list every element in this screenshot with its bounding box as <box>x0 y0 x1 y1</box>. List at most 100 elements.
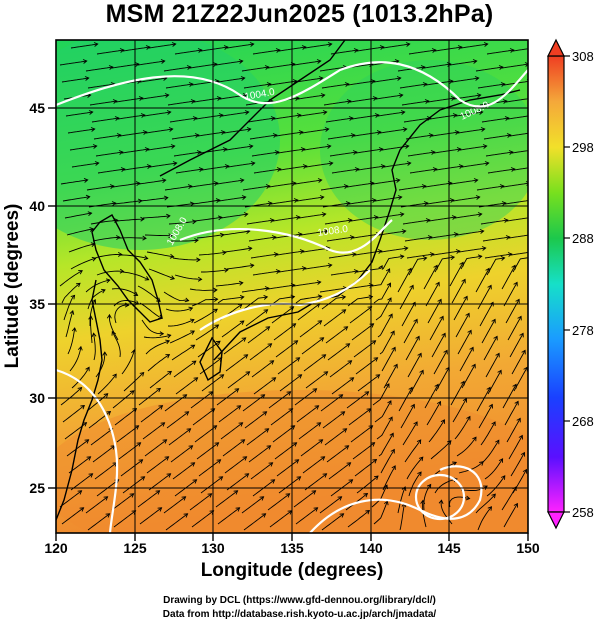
x-tick-label: 140 <box>359 540 383 556</box>
streamline-arrowhead <box>273 252 279 257</box>
streamline <box>249 343 272 361</box>
streamline <box>87 513 110 531</box>
streamline-arrowhead <box>420 65 426 70</box>
streamline <box>300 439 323 457</box>
streamline-arrowhead <box>119 268 125 274</box>
streamline <box>325 117 353 123</box>
streamline-arrowhead <box>484 161 490 166</box>
streamline <box>408 49 436 55</box>
streamline-arrowhead <box>171 42 177 47</box>
streamline <box>324 428 347 446</box>
streamline <box>226 473 249 491</box>
streamline-arrowhead <box>327 42 333 47</box>
streamline <box>296 196 324 202</box>
streamline <box>460 43 488 49</box>
streamline-arrowhead <box>275 269 281 274</box>
streamline-arrowhead <box>344 82 350 87</box>
streamline-arrowhead <box>234 388 240 393</box>
streamline <box>169 330 195 344</box>
streamline <box>345 284 373 290</box>
streamline <box>217 296 244 304</box>
streamline-arrowhead <box>170 144 176 149</box>
streamline-arrowhead <box>172 161 178 166</box>
streamline <box>87 83 115 89</box>
streamline <box>241 66 269 72</box>
streamline-arrowhead <box>101 288 106 294</box>
streamline <box>347 510 370 528</box>
streamline-arrowhead <box>300 147 306 152</box>
streamline <box>407 151 435 157</box>
streamline-arrowhead <box>536 46 540 50</box>
streamline-arrowhead <box>85 366 90 372</box>
streamline-arrowhead <box>346 99 352 104</box>
streamline-arrowhead <box>503 218 509 223</box>
streamline-arrowhead <box>370 442 376 447</box>
streamline-arrowhead <box>297 374 303 379</box>
streamline <box>141 94 169 100</box>
streamline <box>399 285 414 310</box>
streamline <box>326 236 354 242</box>
streamline <box>508 435 523 460</box>
streamline-arrowhead <box>341 309 347 314</box>
streamline-arrowhead <box>161 178 167 184</box>
streamline-arrowhead <box>472 436 477 442</box>
streamline <box>353 131 381 137</box>
streamline-arrowhead <box>243 212 249 217</box>
streamline-arrowhead <box>191 360 197 365</box>
streamline-arrowhead <box>372 96 378 101</box>
streamline <box>143 334 171 339</box>
streamline <box>347 296 373 307</box>
streamline-arrowhead <box>446 440 452 445</box>
streamline-arrowhead <box>215 198 221 203</box>
streamline <box>328 253 356 259</box>
streamline-arrowhead <box>193 377 199 382</box>
streamline <box>120 254 148 259</box>
streamline <box>374 400 392 423</box>
streamline <box>457 330 472 355</box>
streamline-arrowhead <box>88 110 94 115</box>
streamline-arrowhead <box>145 45 151 50</box>
streamline-arrowhead <box>422 82 428 87</box>
streamline <box>501 63 528 69</box>
streamline-arrowhead <box>298 130 304 135</box>
streamline <box>483 134 511 140</box>
streamline-arrowhead <box>275 48 281 53</box>
streamline <box>267 63 295 69</box>
streamline-arrowhead <box>456 147 462 152</box>
streamline <box>200 476 223 494</box>
streamline <box>95 151 123 157</box>
y-tick-labels: 25 30 35 40 45 <box>29 100 45 496</box>
streamline <box>330 49 358 55</box>
streamline <box>195 324 219 341</box>
streamline <box>172 462 195 480</box>
streamline <box>346 182 374 188</box>
streamline <box>510 251 528 256</box>
streamline-arrowhead <box>507 252 513 257</box>
streamline <box>409 168 437 174</box>
streamline-arrowhead <box>317 178 323 183</box>
streamline <box>399 83 427 89</box>
streamline <box>330 270 358 276</box>
streamline-arrowhead <box>401 486 407 492</box>
streamline-arrowhead <box>188 306 194 312</box>
streamline <box>429 316 444 341</box>
streamline-arrowhead <box>452 113 458 118</box>
streamline <box>253 168 281 174</box>
streamline-arrowhead <box>352 150 358 155</box>
streamline-arrowhead <box>347 218 353 223</box>
streamline-arrowhead <box>188 445 194 450</box>
streamline-arrowhead <box>420 499 426 505</box>
y-axis-title: Latitude (degrees) <box>2 204 23 369</box>
streamline <box>433 148 461 154</box>
streamline-arrowhead <box>246 127 252 132</box>
streamline <box>329 360 352 378</box>
streamline <box>319 496 342 514</box>
streamline-arrowhead <box>144 276 150 281</box>
streamline <box>502 182 528 188</box>
streamline-arrowhead <box>165 354 171 359</box>
streamline <box>251 360 274 378</box>
streamline-arrowhead <box>158 405 164 410</box>
streamline-arrowhead <box>239 294 245 300</box>
streamline <box>198 459 221 477</box>
streamline <box>350 216 378 222</box>
